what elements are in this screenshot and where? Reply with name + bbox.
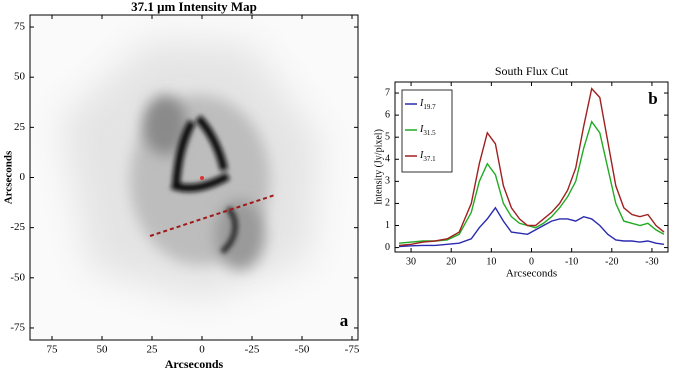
y-tick-label: 50 — [14, 71, 26, 83]
legend-label: I19.7 — [419, 98, 436, 110]
x-tick-label: 50 — [97, 344, 109, 356]
x-axis-label: Arcseconds — [506, 268, 557, 280]
series-line — [398, 206, 665, 248]
x-tick-label: 20 — [446, 256, 456, 267]
intensity-image — [30, 15, 358, 340]
panel-label: b — [648, 89, 657, 108]
series-line — [398, 87, 665, 247]
legend-label: I37.1 — [419, 150, 436, 162]
panel-label: a — [340, 311, 349, 330]
x-tick-label: -20 — [605, 256, 618, 267]
x-tick-label: 10 — [486, 256, 496, 267]
legend-label: I31.5 — [419, 124, 436, 136]
y-tick-label: 25 — [14, 121, 26, 133]
x-tick-label: 0 — [529, 256, 534, 267]
x-axis-label: Arcseconds — [165, 357, 224, 371]
y-tick-label: 1 — [385, 220, 390, 231]
x-tick-label: -75 — [345, 344, 360, 356]
y-tick-label: 6 — [385, 109, 390, 120]
y-tick-label: 0 — [20, 171, 26, 183]
y-tick-label: -50 — [10, 271, 25, 283]
y-tick-label: 0 — [385, 242, 390, 253]
series-line — [398, 120, 665, 244]
y-tick-label: 5 — [385, 131, 390, 142]
y-tick-label: -75 — [10, 321, 25, 333]
y-tick-label: -25 — [10, 221, 25, 233]
chart-title: South Flux Cut — [495, 64, 569, 78]
x-tick-label: 30 — [406, 256, 416, 267]
chart-title: 37.1 μm Intensity Map — [131, 0, 257, 14]
y-tick-label: 2 — [385, 198, 390, 209]
x-tick-label: -30 — [645, 256, 658, 267]
x-tick-label: 25 — [147, 344, 159, 356]
x-tick-label: -25 — [245, 344, 260, 356]
y-tick-label: 4 — [385, 154, 390, 165]
x-tick-label: 75 — [47, 344, 59, 356]
x-tick-label: -50 — [295, 344, 310, 356]
x-tick-label: 0 — [199, 344, 205, 356]
y-tick-label: 75 — [14, 21, 26, 33]
y-tick-label: 3 — [385, 176, 390, 187]
y-tick-label: 7 — [385, 87, 390, 98]
y-axis-label: Arcseconds — [3, 150, 15, 204]
y-axis-label: Intensity (Jy/pixel) — [373, 129, 384, 205]
x-tick-label: -10 — [565, 256, 578, 267]
